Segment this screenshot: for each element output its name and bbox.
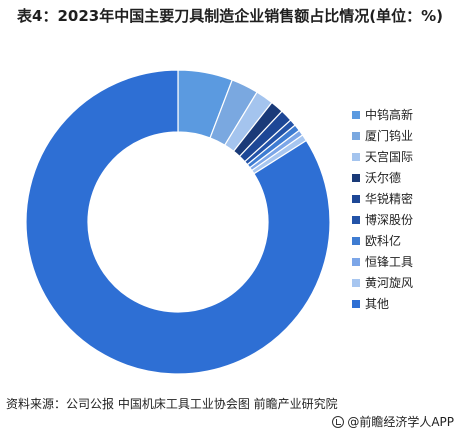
source-note: 资料来源：公司公报 中国机床工具工业协会图 前瞻产业研究院 — [6, 397, 338, 411]
legend-item-5: 华锐精密 — [352, 188, 458, 209]
legend-item-3: 天宫国际 — [352, 146, 458, 167]
slice-10 — [25, 69, 331, 375]
donut-slices — [25, 69, 331, 375]
legend-swatch — [352, 152, 360, 161]
legend-label: 博深股份 — [365, 213, 414, 227]
chart-legend: 中钨高新厦门钨业天宫国际沃尔德华锐精密博深股份欧科亿恒锋工具黄河旋风其他 — [352, 104, 458, 314]
legend-item-6: 博深股份 — [352, 209, 458, 230]
legend-label: 天宫国际 — [365, 150, 414, 164]
legend-swatch — [352, 278, 360, 287]
legend-swatch — [352, 110, 360, 119]
legend-swatch — [352, 299, 360, 308]
legend-item-4: 沃尔德 — [352, 167, 458, 188]
legend-label: 中钨高新 — [365, 108, 414, 122]
legend-item-2: 厦门钨业 — [352, 125, 458, 146]
legend-item-10: 其他 — [352, 293, 458, 314]
legend-item-7: 欧科亿 — [352, 230, 458, 251]
legend-swatch — [352, 131, 360, 140]
legend-item-8: 恒锋工具 — [352, 251, 458, 272]
brand-credit: @前瞻经济学人APP — [332, 413, 454, 430]
legend-swatch — [352, 173, 360, 182]
legend-label: 厦门钨业 — [365, 129, 414, 143]
brand-text: @前瞻经济学人APP — [347, 415, 454, 429]
legend-swatch — [352, 257, 360, 266]
legend-label: 欧科亿 — [365, 234, 402, 248]
legend-swatch — [352, 236, 360, 245]
legend-item-1: 中钨高新 — [352, 104, 458, 125]
chart-title: 表4：2023年中国主要刀具制造企业销售额占比情况(单位：%) — [17, 7, 443, 25]
legend-label: 其他 — [365, 297, 390, 311]
brand-logo-icon — [332, 415, 345, 428]
legend-swatch — [352, 194, 360, 203]
legend-swatch — [352, 215, 360, 224]
legend-label: 华锐精密 — [365, 192, 414, 206]
legend-item-9: 黄河旋风 — [352, 272, 458, 293]
legend-label: 沃尔德 — [365, 171, 402, 185]
legend-label: 恒锋工具 — [365, 255, 414, 269]
legend-label: 黄河旋风 — [365, 276, 414, 290]
